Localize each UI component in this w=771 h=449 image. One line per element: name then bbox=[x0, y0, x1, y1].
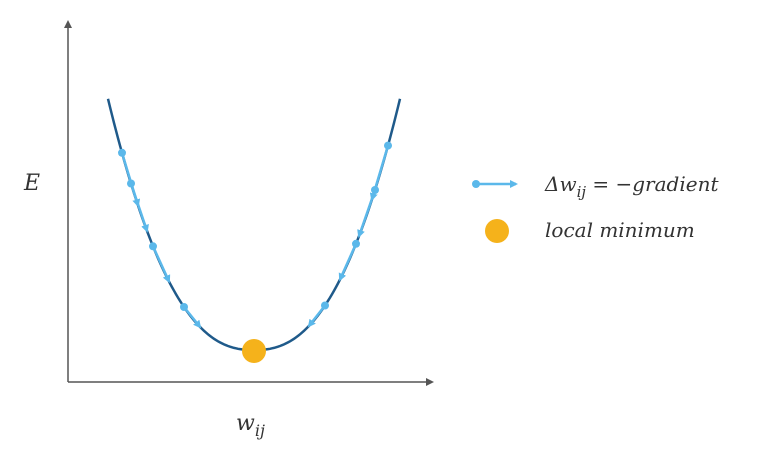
gradient-step-arrow-right-4 bbox=[307, 304, 326, 328]
gradient-steps bbox=[118, 141, 392, 329]
local-minimum-dot bbox=[242, 339, 266, 363]
legend-minimum-dot-icon bbox=[485, 219, 509, 243]
error-curve bbox=[106, 98, 402, 352]
x-axis-label: wij bbox=[236, 411, 265, 440]
gradient-step-dot-left-1 bbox=[118, 148, 126, 157]
gradient-step-dot-left-3 bbox=[149, 242, 157, 251]
y-axis-label: E bbox=[23, 171, 40, 196]
gradient-step-dot-right-3 bbox=[352, 239, 360, 248]
gradient-step-dot-left-2 bbox=[127, 179, 135, 188]
gradient-step-dot-right-4 bbox=[321, 301, 329, 310]
legend-arrow-dot-icon bbox=[472, 180, 480, 188]
gradient-step-dot-left-4 bbox=[180, 303, 188, 311]
legend-gradient-label: Δwij = −gradient bbox=[544, 172, 719, 201]
gradient-step-arrow-left-2 bbox=[129, 183, 149, 233]
gradient-step-dot-right-1 bbox=[384, 141, 392, 150]
gradient-step-arrow-right-2 bbox=[357, 189, 377, 238]
legend: Δwij = −gradient local minimum bbox=[472, 172, 719, 243]
gradient-step-dot-right-2 bbox=[371, 186, 379, 194]
gradient-step-arrow-left-4 bbox=[183, 306, 202, 329]
legend-minimum-label: local minimum bbox=[545, 218, 695, 242]
gradient-step-arrow-right-3 bbox=[338, 243, 358, 282]
gradient-step-arrow-left-3 bbox=[151, 245, 171, 284]
